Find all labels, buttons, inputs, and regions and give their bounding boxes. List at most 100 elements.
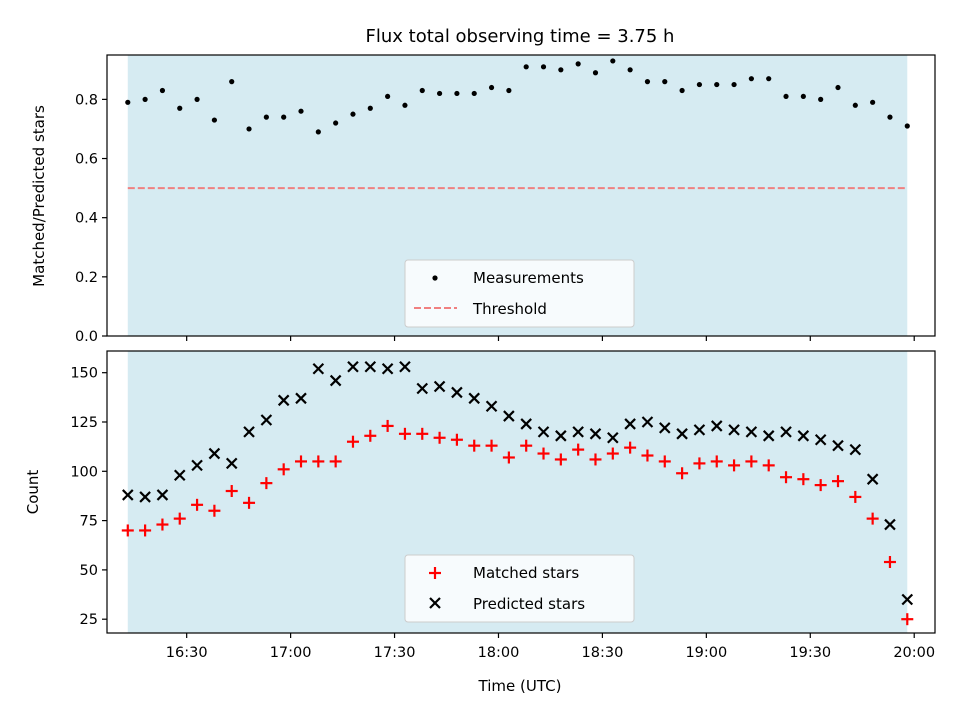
bottom-predicted-stars-point — [762, 430, 775, 442]
legend-threshold-label: Threshold — [472, 300, 547, 318]
top-measurements-point — [333, 120, 339, 126]
bottom-matched-stars-point — [381, 419, 394, 432]
bottom-predicted-stars-point — [710, 420, 723, 432]
bottom-matched-stars-point — [572, 443, 585, 456]
bottom-predicted-stars-point — [122, 489, 134, 501]
top-measurements-point — [558, 67, 564, 73]
bottom-predicted-stars-point — [624, 418, 636, 430]
top-measurements-point — [783, 93, 789, 100]
bottom-matched-stars-point — [780, 471, 793, 484]
x-tick-label: 18:30 — [582, 645, 624, 661]
bottom-predicted-stars-point — [399, 360, 411, 373]
bottom-matched-stars-point — [364, 429, 377, 442]
bottom-matched-stars-point — [225, 485, 238, 498]
top-measurements-point — [523, 64, 529, 70]
bottom-predicted-stars-point — [416, 382, 429, 395]
top-measurements-point — [211, 117, 217, 123]
bottom-matched-stars-point — [762, 459, 775, 472]
top-measurements-point — [696, 81, 703, 88]
bottom-predicted-stars-point — [468, 392, 481, 405]
bottom-matched-stars-point — [398, 427, 411, 440]
bottom-axes-frame — [106, 350, 936, 634]
bottom-predicted-stars-point — [780, 426, 792, 438]
bottom-matched-stars-point — [866, 512, 879, 525]
bottom-predicted-stars-point — [745, 426, 758, 438]
top-measurements-point — [246, 126, 252, 132]
bottom-predicted-stars-point — [814, 433, 827, 446]
top-y-tick-label: 0.6 — [75, 152, 98, 168]
bottom-predicted-stars-point — [173, 469, 186, 482]
x-tick-label: 19:30 — [789, 645, 831, 661]
bottom-predicted-stars-point — [641, 416, 654, 428]
bottom-predicted-stars-point — [225, 457, 238, 470]
bottom-predicted-stars-point — [295, 392, 307, 405]
bottom-predicted-stars-point — [364, 360, 377, 373]
bottom-matched-stars-point — [329, 455, 342, 468]
bottom-matched-stars-point — [485, 439, 498, 452]
bottom-y-axis-label: Count — [24, 470, 42, 515]
top-y-tick-label: 0.8 — [75, 92, 98, 108]
bottom-matched-stars-point — [641, 449, 654, 462]
top-measurements-point — [315, 129, 321, 135]
bottom-predicted-stars-point — [329, 374, 342, 387]
bottom-panel: 25 50 75 100 125 150 16:30 17:00 17:30 18:00 18:30… — [24, 350, 936, 695]
top-measurements-point — [471, 90, 477, 97]
bottom-matched-stars-point — [277, 463, 290, 476]
legend-measurements-marker — [432, 275, 438, 281]
bottom-matched-stars-point — [121, 524, 134, 537]
top-y-tick-label: 0.0 — [75, 329, 98, 345]
bottom-predicted-stars-point — [693, 424, 706, 436]
top-measurements-point — [540, 64, 547, 70]
bottom-predicted-stars-point — [607, 431, 619, 444]
bottom-matched-stars-point — [728, 459, 741, 472]
top-measurements-point — [852, 102, 858, 108]
bottom-matched-stars-point — [814, 479, 827, 492]
top-measurements-point — [610, 58, 616, 64]
bottom-predicted-stars-point — [589, 428, 602, 440]
top-measurements-point — [177, 105, 183, 111]
bottom-y-tick-label: 150 — [70, 366, 98, 382]
top-measurements-point — [488, 84, 495, 91]
bottom-predicted-stars-point — [156, 489, 169, 501]
x-tick-label: 17:00 — [270, 645, 312, 661]
bottom-matched-stars-point — [243, 496, 256, 509]
x-tick-label: 16:30 — [166, 645, 208, 661]
bottom-predicted-stars-point — [451, 386, 463, 399]
bottom-predicted-stars-point — [658, 422, 671, 434]
bottom-predicted-stars-point — [866, 473, 879, 485]
bottom-predicted-stars-point — [312, 362, 325, 375]
legend-predicted-marker — [429, 597, 441, 609]
top-y-tick-label: 0.2 — [75, 270, 98, 286]
top-measurements-point — [766, 76, 772, 82]
bottom-predicted-stars-point — [485, 400, 498, 412]
bottom-predicted-stars-point — [676, 428, 688, 440]
bottom-y-tick-label: 100 — [70, 464, 98, 480]
bottom-matched-stars-point — [537, 447, 550, 460]
top-measurements-point — [436, 90, 443, 97]
top-measurements-point — [592, 70, 599, 76]
bottom-matched-stars-point — [658, 455, 671, 468]
top-y-tick-label: 0.4 — [75, 211, 98, 227]
top-measurements-point — [142, 96, 148, 102]
top-panel: 0.00.20.40.60.8 Matched/Predicted stars … — [30, 54, 936, 345]
bottom-predicted-stars-point — [797, 430, 810, 442]
top-measurements-point — [731, 81, 737, 88]
x-tick-label: 17:30 — [374, 645, 416, 661]
top-measurements-point — [679, 87, 685, 94]
top-legend-box — [404, 259, 635, 328]
top-y-axis-label: Matched/Predicted stars — [30, 105, 48, 287]
bottom-matched-stars-point — [346, 435, 359, 448]
top-legend: Measurements Threshold — [404, 259, 635, 328]
bottom-matched-stars-point — [260, 477, 273, 490]
bottom-predicted-stars-point — [260, 414, 273, 426]
top-measurements-point — [125, 99, 131, 105]
top-measurements-point — [385, 93, 391, 100]
bottom-matched-stars-point — [624, 441, 637, 454]
bottom-predicted-stars-point — [191, 459, 203, 472]
top-measurements-point — [662, 79, 668, 85]
bottom-matched-stars-point — [416, 427, 429, 440]
bottom-matched-stars-point — [797, 473, 810, 486]
bottom-predicted-stars-point — [503, 410, 515, 422]
bottom-matched-stars-point — [883, 556, 896, 569]
top-measurements-point — [281, 114, 287, 120]
